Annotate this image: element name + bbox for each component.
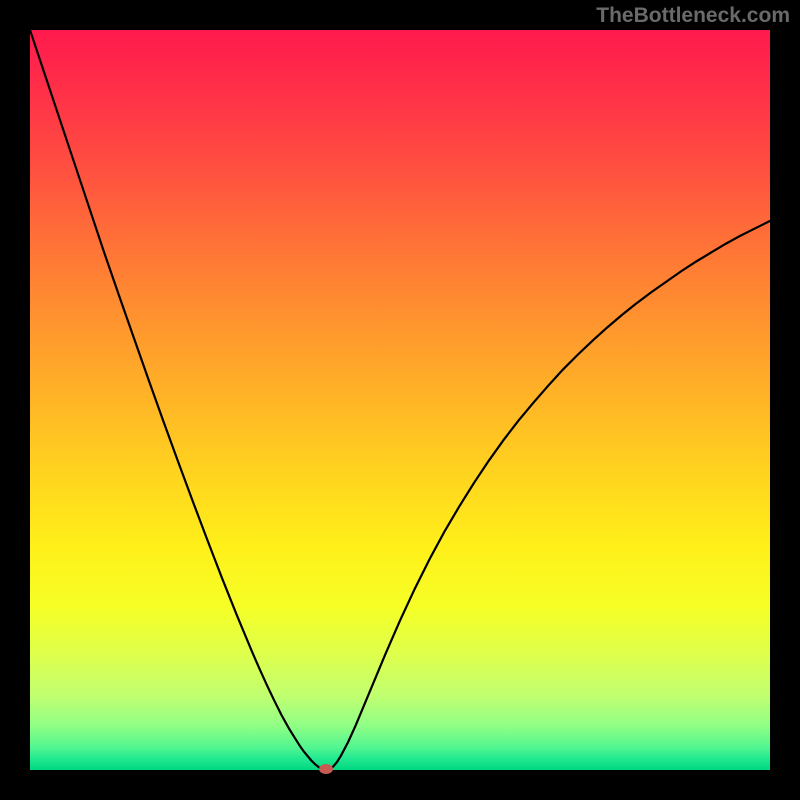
watermark-text: TheBottleneck.com xyxy=(596,4,790,28)
chart-container: { "watermark": { "text": "TheBottleneck.… xyxy=(0,0,800,800)
optimal-point-marker xyxy=(319,764,333,774)
plot-area xyxy=(30,30,770,770)
bottleneck-curve xyxy=(30,30,770,770)
